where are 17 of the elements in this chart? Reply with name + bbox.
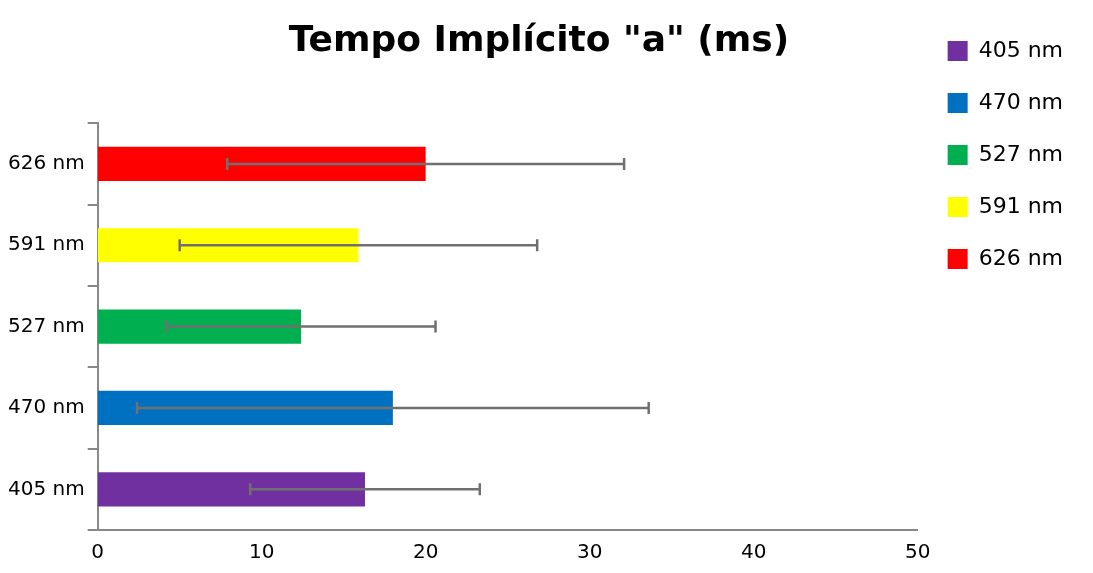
y-tick-label: 591 nm	[7, 231, 85, 256]
y-tick-label: 470 nm	[7, 394, 85, 419]
y-tick-label: 527 nm	[7, 312, 85, 337]
x-tick-label: 50	[904, 539, 931, 564]
y-tick-label: 626 nm	[7, 150, 85, 175]
y-tick-label: 405 nm	[7, 475, 85, 500]
chart-title: Tempo Implícito "a" (ms)	[288, 17, 790, 59]
legend-label: 405 nm	[978, 36, 1063, 62]
x-tick-label: 10	[248, 539, 275, 564]
legend-label: 591 nm	[978, 192, 1063, 218]
x-tick-label: 0	[91, 539, 105, 564]
legend-label: 470 nm	[978, 88, 1063, 114]
x-tick-label: 40	[740, 539, 767, 564]
legend-label: 527 nm	[978, 140, 1063, 166]
x-tick-label: 20	[412, 539, 439, 564]
legend-label: 626 nm	[978, 244, 1063, 270]
x-tick-label: 30	[576, 539, 603, 564]
